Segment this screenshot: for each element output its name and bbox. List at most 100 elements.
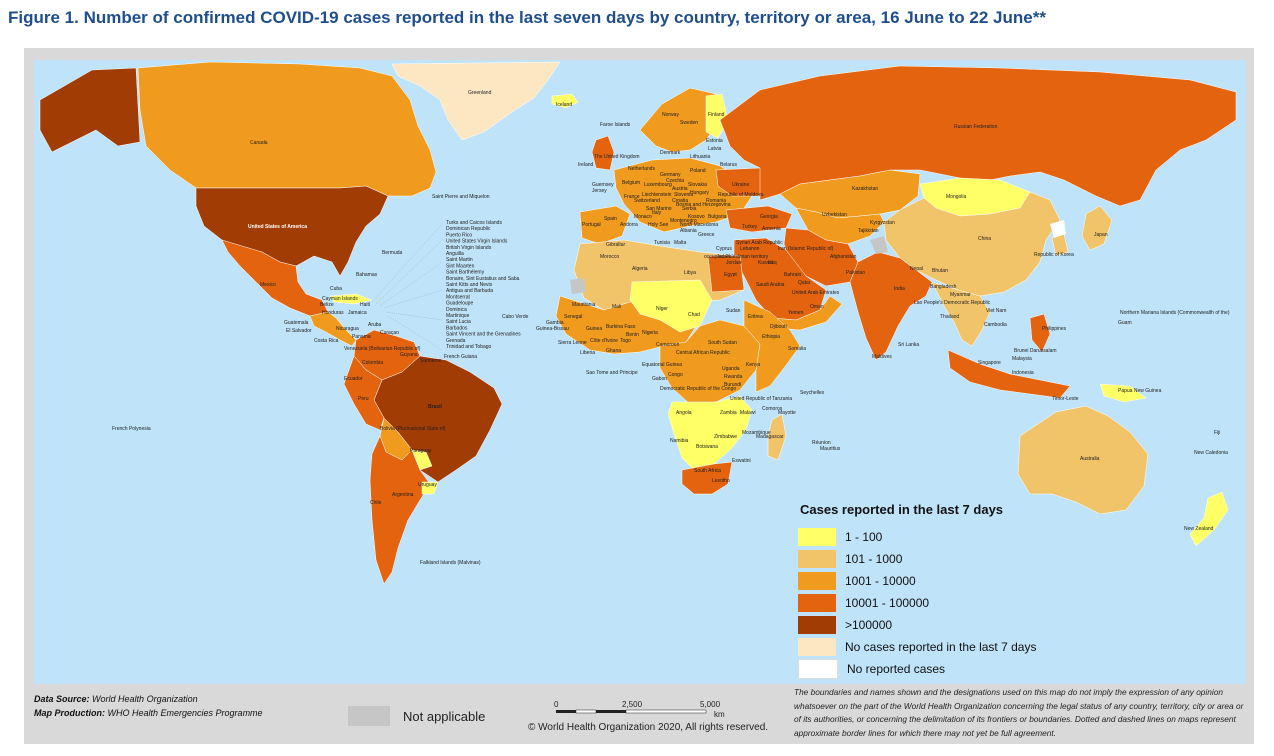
label-san-marino: San Marino [646, 206, 672, 212]
iceland-shape [551, 93, 579, 109]
label-faroe: Faroe Islands [600, 122, 631, 128]
legend-swatch [798, 550, 836, 568]
caribbean-label: Martinique [446, 313, 470, 319]
label-sierra-leone: Sierra Leone [558, 340, 587, 346]
label-kosovo: Kosovo [688, 214, 705, 220]
scale-tick-2: 5,000 [700, 700, 721, 709]
label-guernsey: Guernsey [592, 182, 614, 188]
copyright: © World Health Organization 2020, All ri… [528, 722, 769, 733]
label-venezuela: Venezuela (Bolivarian Republic of) [344, 346, 421, 352]
label-bhutan: Bhutan [932, 268, 948, 274]
label-belize: Belize [320, 302, 334, 308]
legend-label: 101 - 1000 [845, 552, 903, 566]
label-serbia: Serbia [682, 206, 697, 212]
label-fiji: Fiji [1214, 430, 1220, 436]
scale-unit: km [714, 710, 725, 719]
label-mayotte: Mayotte [778, 410, 796, 416]
legend-item: 1 - 100 [798, 526, 1036, 548]
label-morocco: Morocco [600, 254, 619, 260]
label-malawi: Malawi [740, 410, 756, 416]
label-viet-nam: Viet Nam [986, 308, 1006, 314]
label-spain: Spain [604, 216, 617, 222]
label-finland: Finland [708, 112, 725, 118]
label-lebanon: Lebanon [740, 246, 760, 252]
label-botswana: Botswana [696, 444, 718, 450]
legend-swatch [798, 528, 836, 546]
label-ukraine: Ukraine [732, 182, 749, 188]
label-madagascar: Madagascar [756, 434, 784, 440]
data-source-line: Data Source: World Health Organization [34, 692, 263, 706]
uk-shape [591, 135, 615, 171]
caribbean-label: Saint Lucia [446, 319, 471, 325]
label-syria: Syrian Arab Republic [736, 240, 783, 246]
caribbean-label: Saint Barthélemy [446, 270, 485, 276]
label-lesotho: Lesotho [712, 478, 730, 484]
na-area-western-sahara [570, 278, 586, 294]
peru-shape [343, 355, 385, 431]
label-south-sudan: South Sudan [708, 340, 737, 346]
label-french-guiana: French Guiana [444, 354, 477, 360]
label-uk: The United Kingdom [594, 154, 640, 160]
new-zealand-shape [1189, 491, 1229, 547]
east-africa-shape [743, 299, 801, 393]
label-monaco: Monaco [634, 214, 652, 220]
label-uzbekistan: Uzbekistan [822, 212, 847, 218]
label-andorra: Andorra [620, 222, 638, 228]
label-denmark: Denmark [660, 150, 681, 156]
label-cyprus: Cyprus [716, 246, 732, 252]
label-palestine: occupied Palestinian territory [704, 254, 769, 260]
label-curacao: Curaçao [380, 330, 399, 336]
label-timor: Timor-Leste [1052, 396, 1079, 402]
label-myanmar: Myanmar [950, 292, 971, 298]
australia-shape [1017, 405, 1149, 515]
label-mauritius: Mauritius [820, 446, 841, 452]
caribbean-label: United States Virgin Islands [446, 239, 508, 245]
label-latvia: Latvia [708, 146, 722, 152]
label-brunei: Brunei Darussalam [1014, 348, 1057, 354]
label-senegal: Senegal [564, 314, 582, 320]
label-argentina: Argentina [392, 492, 414, 498]
label-zimbabwe: Zimbabwe [714, 434, 737, 440]
label-greece: Greece [698, 232, 715, 238]
legend-swatch [798, 638, 836, 656]
legend-swatch [798, 572, 836, 590]
legend-item: No reported cases [798, 658, 1036, 680]
label-honduras: Honduras [322, 310, 344, 316]
label-chile: Chile [370, 500, 382, 506]
label-israel: Israel [718, 254, 730, 260]
label-oman: Oman [810, 304, 824, 310]
legend-title: Cases reported in the last 7 days [800, 502, 1004, 517]
caribbean-leaders [371, 223, 443, 351]
south-africa-shape [681, 461, 733, 495]
label-guyana: Guyana [400, 352, 418, 358]
label-sao-tome: Sao Tome and Principe [586, 370, 638, 376]
label-italy: Italy [652, 210, 662, 216]
label-cayman: Cayman Islands [322, 296, 358, 302]
label-singapore: Singapore [978, 360, 1001, 366]
legend-swatch [798, 594, 836, 612]
central-america-shape [309, 311, 357, 347]
label-hungary: Hungary [690, 190, 709, 196]
data-source-label: Data Source: [34, 694, 90, 704]
legend-label: No reported cases [847, 662, 946, 676]
label-sri-lanka: Sri Lanka [898, 342, 919, 348]
label-slovakia: Slovakia [688, 182, 707, 188]
data-source-value: World Health Organization [92, 694, 198, 704]
legend: 1 - 100 101 - 1000 1001 - 10000 10001 - … [798, 526, 1036, 680]
label-benin: Benin [626, 332, 639, 338]
label-paraguay: Paraguay [410, 448, 432, 454]
madagascar-shape [767, 413, 787, 461]
label-uganda: Uganda [722, 366, 740, 372]
label-eritrea: Eritrea [748, 314, 763, 320]
label-eq-guinea: Equatorial Guinea [642, 362, 682, 368]
label-poland: Poland [690, 168, 706, 174]
label-nepal: Nepal [910, 266, 923, 272]
alaska-shape [39, 67, 141, 153]
label-slovenia: Slovenia [674, 192, 693, 198]
label-nigeria: Nigeria [642, 330, 658, 336]
label-angola: Angola [676, 410, 692, 416]
label-malaysia: Malaysia [1012, 356, 1032, 362]
label-australia: Australia [1080, 456, 1100, 462]
label-gibraltar: Gibraltar [606, 242, 626, 248]
label-switzerland: Switzerland [634, 198, 660, 204]
